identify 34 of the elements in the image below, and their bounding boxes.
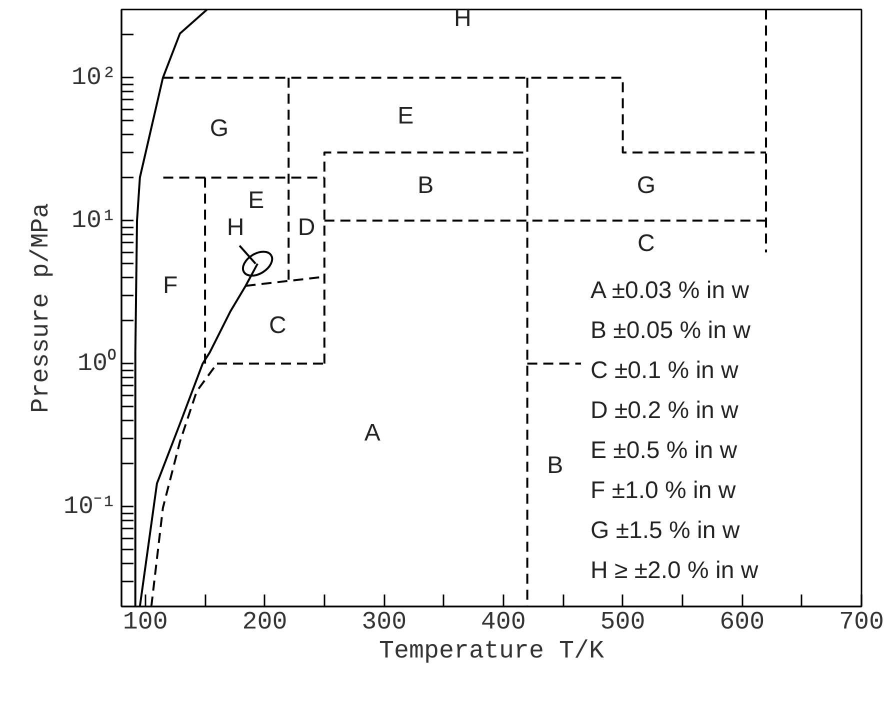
x-tick-label: 400: [480, 608, 526, 636]
x-tick-label: 700: [838, 608, 884, 636]
annotation: C: [637, 230, 655, 258]
annotation: H: [454, 4, 472, 32]
y-tick-label: 10⁰: [77, 348, 117, 378]
annotation: D ±0.2 % in w: [590, 397, 740, 424]
y-tick-label: 10²: [71, 63, 117, 92]
annotation: C ±0.1 % in w: [590, 357, 740, 384]
y-axis-title: Pressure p/MPa: [26, 202, 56, 414]
annotation: H: [226, 214, 244, 242]
annotation: G ±1.5 % in w: [590, 517, 740, 544]
annotation: B: [418, 172, 434, 200]
x-axis-title: Temperature T/K: [378, 636, 604, 666]
annotation: G: [210, 114, 229, 142]
annotation: F ±1.0 % in w: [590, 477, 736, 504]
x-tick-label: 600: [720, 608, 765, 636]
x-tick-label: 300: [362, 608, 407, 636]
x-tick-label: 100: [122, 608, 168, 636]
y-tick-label: 10¹: [71, 206, 117, 236]
annotation: A ±0.03 % in w: [590, 277, 750, 304]
y-tick-label: 10⁻¹: [63, 492, 117, 522]
annotation: E: [248, 187, 264, 214]
annotation: G: [636, 172, 656, 200]
x-tick-label: 200: [242, 608, 288, 636]
annotation: B: [547, 452, 564, 480]
annotation: H ≥ ±2.0 % in w: [590, 557, 759, 584]
annotation: D: [298, 214, 316, 241]
annotation: A: [364, 419, 380, 446]
x-tick-label: 500: [600, 608, 646, 636]
annotation: E: [398, 102, 414, 130]
annotation: F: [163, 272, 178, 299]
annotation: B ±0.05 % in w: [590, 317, 752, 344]
annotation: C: [268, 312, 286, 339]
annotation: E ±0.5 % in w: [590, 437, 738, 464]
